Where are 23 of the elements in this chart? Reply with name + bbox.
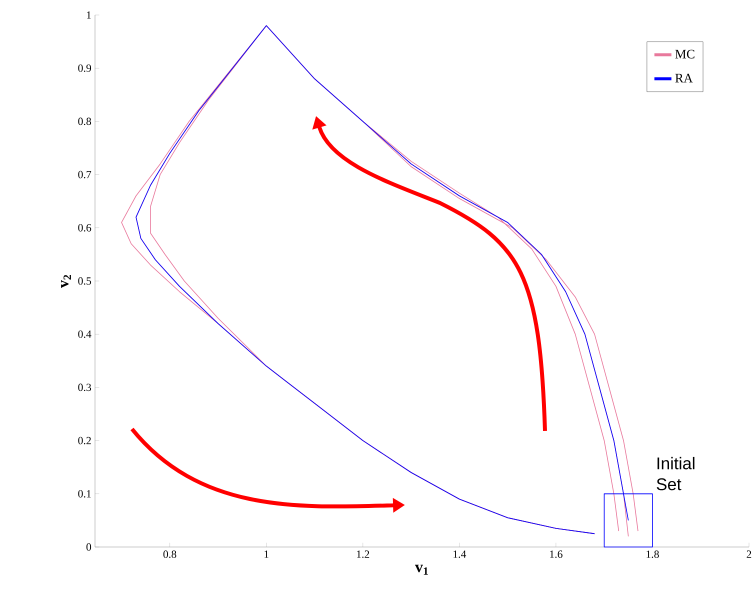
legend-label: RA [675,74,693,82]
x-tick-label: 2 [746,550,752,558]
x-axis-title: v$_{1}$ [414,564,428,575]
x-tick-label: 1 [264,550,268,558]
y-tick-label: 0.9 [78,64,92,72]
y-tick-label: 0.1 [78,490,91,498]
y-tick-label: 0 [86,543,92,551]
legend-label: MC [675,50,694,58]
y-tick-label: 1 [86,11,91,19]
y-tick-label: 0.6 [78,224,92,232]
y-tick-label: 0.7 [78,170,92,178]
y-axis-title: v$_{2}$ [61,274,71,288]
x-tick-label: 1.6 [550,550,562,558]
x-tick-label: 1.2 [357,550,370,558]
y-tick-label: 0.3 [78,384,92,392]
y-tick-label: 0.5 [78,277,92,285]
y-tick-label: 0.8 [78,118,92,126]
y-tick-label: 0.4 [78,330,92,338]
y-tick-label: 0.2 [78,436,91,444]
annotation: Initial Set [656,456,694,490]
x-tick-label: 1.4 [454,550,466,558]
x-tick-label: 0.8 [163,550,176,558]
x-tick-label: 1.8 [646,550,659,558]
